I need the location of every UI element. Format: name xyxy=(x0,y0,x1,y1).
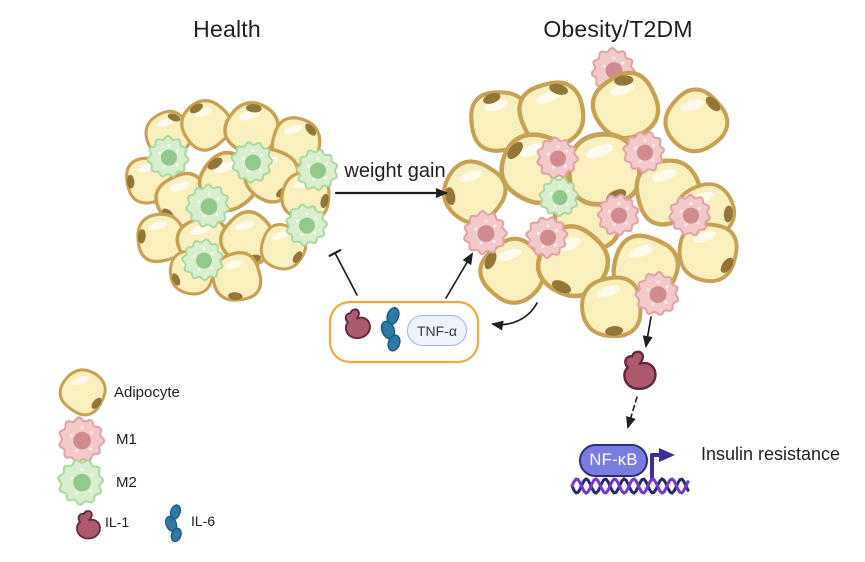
adipocyte-icon xyxy=(58,368,107,417)
diagram-arrows xyxy=(328,188,653,429)
m2-macrophage-icon xyxy=(181,238,224,282)
il1-icon xyxy=(623,350,657,390)
m2-macrophage-icon xyxy=(295,148,339,192)
m1-macrophage-icon xyxy=(536,136,579,180)
weight-gain-label: weight gain xyxy=(344,160,446,182)
m1-macrophage-icon xyxy=(634,270,680,316)
adipocyte-icon xyxy=(180,99,233,152)
m2-macrophage-icon xyxy=(538,176,579,218)
adipocyte-icon xyxy=(223,101,280,158)
m2-macrophage-icon xyxy=(230,141,274,185)
m1-macrophage-icon xyxy=(668,193,711,237)
legend-label-adipocyte: Adipocyte xyxy=(114,384,180,401)
il6-icon xyxy=(164,504,182,543)
legend-label-il6: IL-6 xyxy=(191,513,216,529)
adipocyte-icon xyxy=(517,80,586,149)
healthy-adipose-cluster xyxy=(125,99,339,302)
adipocyte-icon xyxy=(663,87,730,154)
nfkb-pill: NF-κB xyxy=(579,444,648,477)
il1-icon xyxy=(344,308,371,340)
adipocyte-icon xyxy=(469,90,532,153)
il1-icon xyxy=(623,350,657,390)
m1-macrophage-icon xyxy=(58,416,106,464)
nfkb-dna-assembly xyxy=(570,448,690,495)
health-panel-title: Health xyxy=(193,16,261,42)
cytokine-inhibition-arrow xyxy=(328,249,358,296)
m1-to-il1-arrow xyxy=(642,316,653,348)
m1-macrophage-icon xyxy=(596,193,640,237)
il1-to-nfkb-arrow xyxy=(626,396,638,429)
adipocyte-icon xyxy=(677,222,739,284)
tnf-alpha-pill: TNF-α xyxy=(407,315,467,346)
m1-macrophage-icon xyxy=(622,130,666,174)
obese-adipose-cluster xyxy=(441,46,739,339)
m2-macrophage-icon xyxy=(185,183,230,229)
m2-macrophage-icon xyxy=(285,203,328,247)
m2-macrophage-icon xyxy=(57,459,105,506)
insulin-resistance-label: Insulin resistance xyxy=(701,444,841,464)
il1-icon xyxy=(76,510,101,540)
transcription-arrow xyxy=(650,448,675,480)
adipocyte-icon xyxy=(580,275,643,339)
legend-label-m2: M2 xyxy=(116,474,137,491)
legend-label-m1: M1 xyxy=(116,431,137,448)
legend-label-il1: IL-1 xyxy=(105,514,130,530)
legend-icons xyxy=(57,368,182,543)
m1-macrophage-icon xyxy=(525,216,569,260)
obesity-panel-title: Obesity/T2DM xyxy=(543,16,693,42)
m1-macrophage-icon xyxy=(463,210,509,256)
cytokine-to-m1-arrow xyxy=(445,252,474,299)
il6-icon xyxy=(380,306,401,352)
cluster-to-cytokine-arrow xyxy=(491,302,538,331)
m2-macrophage-icon xyxy=(146,134,190,178)
